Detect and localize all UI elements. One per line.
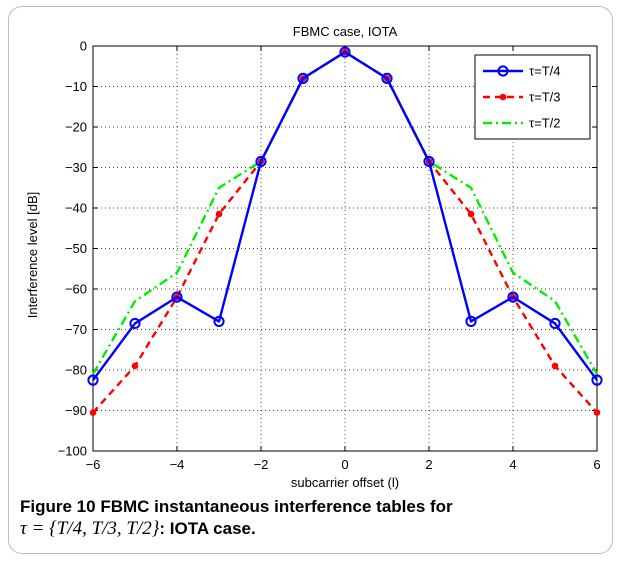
legend-label: τ=T/4 [529,64,561,79]
y-tick-label: −20 [65,120,87,135]
legend: τ=T/4 τ=T/3 τ=T/2 [474,54,591,140]
data-point [467,210,475,218]
data-point [129,317,141,330]
y-tick-label: −10 [65,79,87,94]
series-line [92,50,598,381]
data-point [87,374,99,386]
data-point [549,317,561,330]
y-tick-label: −40 [65,201,87,216]
data-point [213,315,225,327]
y-tick-label: −70 [65,322,87,337]
x-tick-label: 6 [593,457,600,472]
x-tick-label: 4 [509,457,516,472]
y-tick-label: −60 [65,282,87,297]
y-axis-ticks: 0 −10 −20 −30 −40 −50 −60 −70 −80 −90 −100 [58,39,597,459]
caption-tail: : IOTA case. [159,519,256,538]
legend-label: τ=T/2 [529,116,561,131]
data-point [507,291,519,303]
y-tick-label: −90 [65,403,87,418]
x-tick-label: 2 [425,457,432,472]
y-tick-label: −100 [58,444,87,459]
data-point [297,72,309,85]
data-point [593,409,601,416]
series-group [87,46,603,416]
y-tick-label: −30 [65,160,87,175]
x-tick-label: −4 [170,457,185,472]
x-tick-label: −6 [86,457,101,472]
data-point [423,155,435,168]
series-τ=T/4 [87,46,603,386]
data-point [381,72,393,85]
data-point [551,362,559,370]
caption-text: FBMC instantaneous interference tables f… [100,497,453,516]
data-point [131,362,139,370]
chart-title: FBMC case, IOTA [293,24,398,39]
x-tick-label: 0 [341,457,348,472]
legend-label: τ=T/3 [529,90,561,105]
caption-math: τ = {T/4, T/3, T/2} [20,518,160,539]
y-axis-label: Interference level [dB] [25,192,40,318]
y-tick-label: −80 [65,363,87,378]
data-point [215,210,223,218]
data-point [255,155,267,168]
data-point [465,315,477,327]
legend-box [474,54,591,140]
data-point [591,374,603,386]
line-chart: −6 −4 −2 0 2 4 6 0−10−20−30−40−50−60−70−80−90−… [25,24,603,490]
x-axis-label: subcarrier offset (l) [291,475,399,490]
caption-label: Figure 10 [20,497,96,516]
data-point [89,409,97,416]
legend-marker [499,93,507,101]
x-axis-ticks: −6 −4 −2 0 2 4 6 [86,46,601,472]
legend-marker [497,65,509,77]
data-point [339,46,351,58]
x-tick-label: −2 [254,457,269,472]
y-tick-label: −50 [65,241,87,256]
y-tick-label: 0 [80,39,87,54]
data-point [171,291,183,303]
figure-caption: Figure 10 FBMC instantaneous interferenc… [20,496,610,540]
